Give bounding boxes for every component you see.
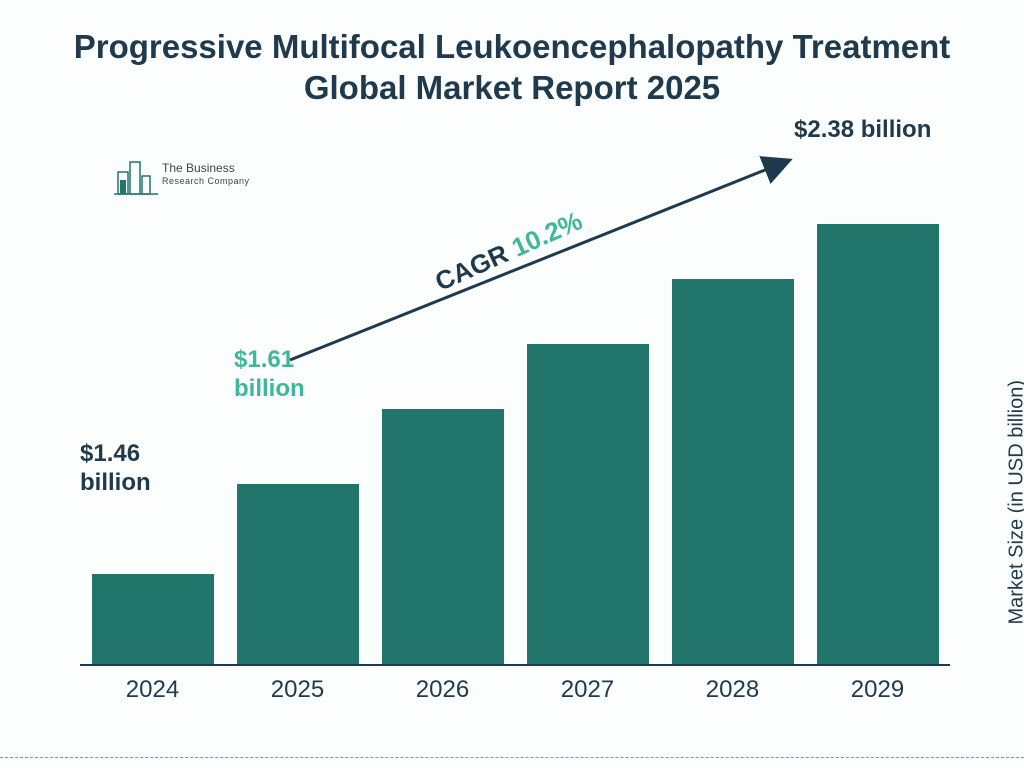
- bar-2028: [672, 279, 794, 664]
- x-tick-2029: 2029: [813, 676, 943, 704]
- bar-2025: [237, 484, 359, 664]
- x-tick-2028: 2028: [668, 676, 798, 704]
- bar-2026: [382, 409, 504, 664]
- footer-divider: [0, 757, 1024, 758]
- bar-2024: [92, 574, 214, 664]
- x-tick-2025: 2025: [233, 676, 363, 704]
- value-label-2025: $1.61 billion: [234, 346, 324, 404]
- x-tick-2026: 2026: [378, 676, 508, 704]
- bar-2027: [527, 344, 649, 664]
- x-tick-2024: 2024: [88, 676, 218, 704]
- bar-chart: 2024 2025 2026 2027 2028 2029: [80, 144, 950, 704]
- value-label-2024: $1.46 billion: [80, 440, 170, 498]
- value-label-2029: $2.38 billion: [794, 116, 994, 145]
- x-tick-2027: 2027: [523, 676, 653, 704]
- y-axis-label: Market Size (in USD billion): [1006, 380, 1024, 625]
- chart-title: Progressive Multifocal Leukoencephalopat…: [0, 0, 1024, 109]
- bar-2029: [817, 224, 939, 664]
- x-axis-line: [80, 664, 950, 666]
